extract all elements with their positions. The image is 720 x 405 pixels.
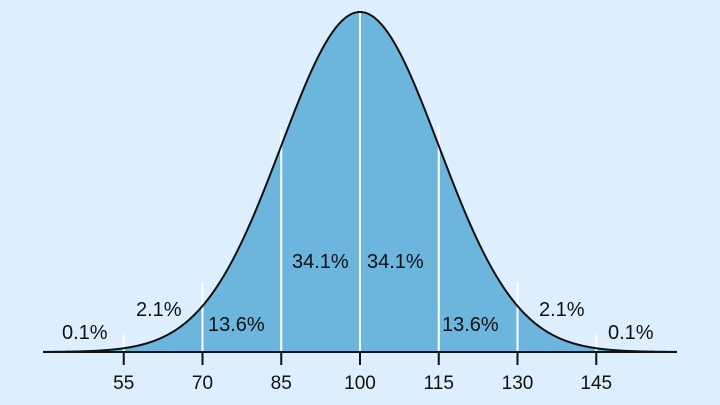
segment-percent-label: 0.1%	[608, 322, 654, 344]
x-tick-label: 70	[192, 373, 213, 394]
x-tick-label: 55	[113, 373, 134, 394]
segment-percent-label: 0.1%	[62, 322, 108, 344]
segment-percent-label: 34.1%	[292, 251, 349, 273]
segment-percent-label: 13.6%	[208, 314, 265, 336]
x-tick-label: 85	[271, 373, 292, 394]
x-tick-label: 145	[580, 373, 612, 394]
bell-curve	[42, 10, 678, 353]
x-tick-label: 115	[424, 373, 454, 394]
x-tick-label: 130	[502, 373, 534, 394]
segment-percent-label: 2.1%	[136, 299, 182, 321]
sigma-divider-lines	[122, 12, 598, 352]
segment-percent-label: 2.1%	[539, 299, 585, 321]
segment-percent-label: 13.6%	[442, 314, 499, 336]
segment-percent-labels: 0.1% 2.1% 13.6% 34.1% 34.1% 13.6% 2.1% 0.1%	[62, 251, 654, 344]
x-tick-label: 100	[344, 373, 376, 394]
x-axis-ticks: 55 70 85 100 115 130 145	[113, 352, 612, 394]
segment-percent-label: 34.1%	[367, 251, 424, 273]
